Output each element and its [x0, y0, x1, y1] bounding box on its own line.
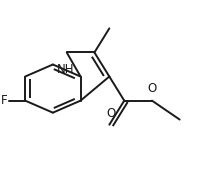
Text: O: O — [107, 106, 116, 120]
Text: F: F — [0, 94, 7, 107]
Text: NH: NH — [57, 63, 74, 76]
Text: O: O — [147, 82, 157, 95]
